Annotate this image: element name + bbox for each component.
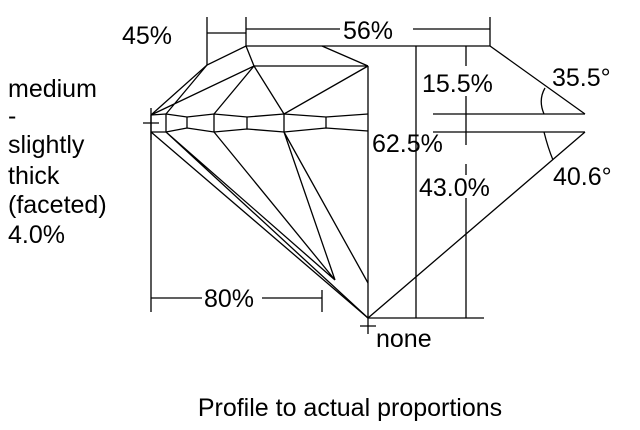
girdle-line: - — [8, 102, 16, 130]
table-label: 56% — [343, 17, 393, 45]
total-depth-label: 62.5% — [372, 130, 443, 158]
crown-depth-label: 15.5% — [422, 70, 493, 98]
girdle-label: medium - slightly thick (faceted) 4.0% — [8, 75, 107, 249]
girdle-line: slightly — [8, 131, 85, 159]
diamond-outline — [143, 45, 586, 334]
pavilion-depth-label: 43.0% — [419, 174, 490, 202]
girdle-line: medium — [8, 75, 97, 103]
crown-height-label: 45% — [122, 22, 172, 50]
girdle-line: 4.0% — [8, 221, 65, 249]
girdle-line: (faceted) — [8, 191, 107, 219]
crown-angle-label: 35.5° — [552, 64, 611, 92]
caption: Profile to actual proportions — [198, 394, 502, 422]
girdle-line: thick — [8, 162, 60, 190]
pavilion-angle-label: 40.6° — [553, 163, 612, 191]
dimension-lines — [150, 17, 491, 319]
lower-half-label: 80% — [204, 285, 254, 313]
culet-label: none — [376, 325, 432, 353]
